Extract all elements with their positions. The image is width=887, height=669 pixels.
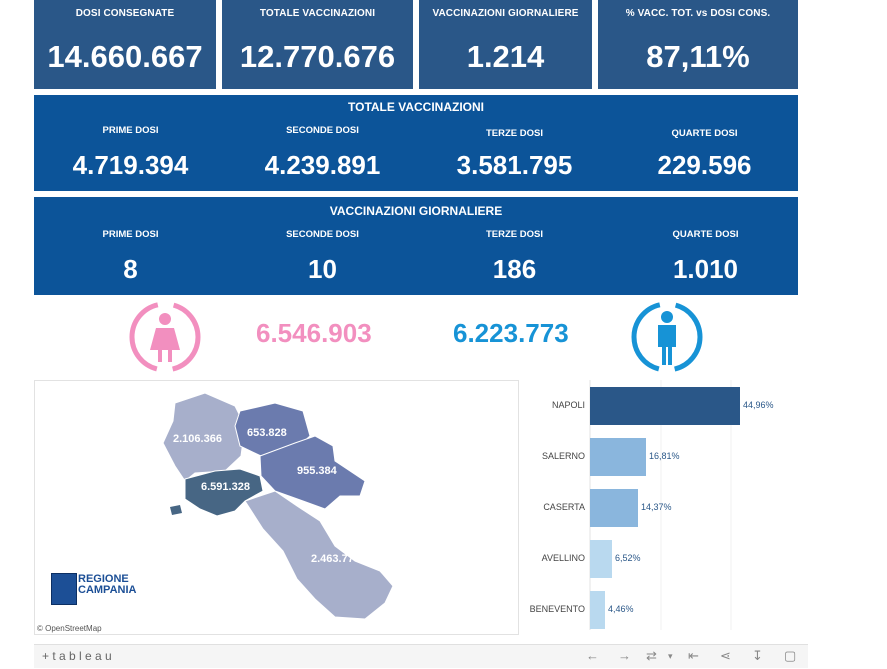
cell-value: 4.239.891 (264, 150, 381, 180)
island-ischia[interactable] (170, 505, 182, 515)
bar-category-label: CASERTA (543, 502, 585, 512)
male-icon (631, 301, 703, 373)
giornaliere-seconde-dosi: SECONDE DOSI 10 (227, 229, 418, 285)
vaccinazioni-giornaliere-panel: VACCINAZIONI GIORNALIERE PRIME DOSI 8 SE… (34, 197, 798, 295)
province-label-caserta: 2.106.366 (173, 433, 222, 445)
bar-value-label: 14,37% (641, 502, 672, 512)
totale-terze-dosi: TERZE DOSI 3.581.795 (419, 128, 610, 181)
bar-salerno[interactable] (590, 438, 646, 476)
bar-value-label: 6,52% (615, 553, 641, 563)
share-icon[interactable]: ⋖ (720, 648, 731, 663)
bar-category-label: NAPOLI (551, 400, 585, 410)
kpi-value: 1.214 (466, 39, 545, 74)
kpi-value: 14.660.667 (47, 39, 203, 74)
kpi-label: % VACC. TOT. vs DOSI CONS. (625, 8, 771, 19)
totale-vaccinazioni-panel: TOTALE VACCINAZIONI PRIME DOSI 4.719.394… (34, 95, 798, 191)
undo-icon[interactable]: ← (586, 648, 599, 663)
kpi-label: DOSI CONSEGNATE (75, 8, 175, 19)
bar-row[interactable]: NAPOLI 44,96% (521, 387, 799, 427)
province-label-napoli: 6.591.328 (201, 481, 250, 493)
tableau-logo[interactable]: + t a b l e a u (42, 649, 112, 663)
giornaliere-quarte-dosi: QUARTE DOSI 1.010 (610, 229, 801, 285)
kpi-dosi-consegnate: DOSI CONSEGNATE 14.660.667 (34, 0, 216, 89)
kpi-totale-vaccinazioni: TOTALE VACCINAZIONI 12.770.676 (222, 0, 413, 89)
kpi-label: VACCINAZIONI GIORNALIERE (432, 8, 579, 19)
fullscreen-icon[interactable]: ▢ (784, 648, 797, 663)
redo-icon[interactable]: → (618, 648, 631, 663)
cell-value: 1.010 (672, 254, 739, 284)
crest-icon (51, 573, 77, 605)
revert-icon[interactable]: ⇄ (646, 648, 657, 663)
province-label-salerno: 2.463.770 (311, 553, 360, 565)
bar-value-label: 4,46% (608, 604, 634, 614)
kpi-value: 87,11% (646, 39, 750, 74)
tableau-toolbar: + t a b l e a u ← → ⇄ ▾ ⇤ ⋖ ↧ ▢ (34, 644, 808, 668)
province-napoli[interactable] (184, 468, 264, 517)
male-total: 6.223.773 (453, 318, 569, 348)
cell-label: QUARTE DOSI (671, 128, 738, 139)
bar-category-label: SALERNO (541, 451, 585, 461)
female-icon (129, 301, 201, 373)
cell-label: TERZE DOSI (485, 128, 543, 139)
totale-prime-dosi: PRIME DOSI 4.719.394 (35, 125, 226, 181)
cell-value: 3.581.795 (456, 150, 573, 180)
cell-label: QUARTE DOSI (672, 229, 739, 240)
bar-row[interactable]: CASERTA 14,37% (521, 489, 799, 529)
campania-map[interactable]: 2.106.366 653.828 955.384 6.591.328 2.46… (34, 380, 519, 635)
province-label-benevento: 653.828 (247, 427, 287, 439)
giornaliere-prime-dosi: PRIME DOSI 8 (35, 229, 226, 285)
logo-line-2: CAMPANIA (78, 584, 137, 596)
bar-napoli[interactable] (590, 387, 740, 425)
download-icon[interactable]: ↧ (752, 648, 763, 663)
reset-icon[interactable]: ⇤ (688, 648, 699, 663)
bar-category-label: BENEVENTO (529, 604, 585, 614)
cell-label: TERZE DOSI (485, 229, 543, 240)
province-avellino[interactable] (259, 435, 366, 510)
cell-value: 229.596 (657, 150, 752, 180)
totale-quarte-dosi: QUARTE DOSI 229.596 (609, 128, 800, 181)
cell-value: 8 (123, 254, 138, 284)
kpi-percent-vaccinazioni: % VACC. TOT. vs DOSI CONS. 87,11% (598, 0, 798, 89)
bar-row[interactable]: AVELLINO 6,52% (521, 540, 799, 580)
cell-label: PRIME DOSI (102, 229, 159, 240)
cell-value: 4.719.394 (72, 150, 189, 180)
kpi-label: TOTALE VACCINAZIONI (259, 8, 376, 19)
bar-row[interactable]: SALERNO 16,81% (521, 438, 799, 478)
bar-value-label: 44,96% (743, 400, 774, 410)
kpi-value: 12.770.676 (239, 39, 396, 74)
bar-caserta[interactable] (590, 489, 638, 527)
province-bar-chart: NAPOLI 44,96% SALERNO 16,81% CASERTA 14,37% AV… (521, 380, 799, 635)
province-salerno[interactable] (244, 490, 394, 620)
kpi-vaccinazioni-giornaliere: VACCINAZIONI GIORNALIERE 1.214 (419, 0, 592, 89)
giornaliere-terze-dosi: TERZE DOSI 186 (419, 229, 610, 285)
panel-title: TOTALE VACCINAZIONI (348, 100, 484, 114)
cell-label: SECONDE DOSI (286, 125, 359, 136)
bar-avellino[interactable] (590, 540, 612, 578)
cell-label: PRIME DOSI (102, 125, 159, 136)
cell-value: 10 (308, 254, 337, 284)
chevron-down-icon[interactable]: ▾ (668, 651, 673, 661)
map-attribution[interactable]: © OpenStreetMap (37, 624, 102, 633)
cell-value: 186 (492, 254, 537, 284)
bar-row[interactable]: BENEVENTO 4,46% (521, 591, 799, 631)
bar-benevento[interactable] (590, 591, 605, 629)
panel-title: VACCINAZIONI GIORNALIERE (329, 204, 503, 218)
province-label-avellino: 955.384 (297, 465, 337, 477)
bar-value-label: 16,81% (649, 451, 680, 461)
bar-category-label: AVELLINO (541, 553, 585, 563)
female-total: 6.546.903 (256, 318, 372, 348)
logo-line-1: REGIONE (78, 573, 129, 585)
totale-seconde-dosi: SECONDE DOSI 4.239.891 (227, 125, 418, 181)
regione-campania-logo: REGIONE CAMPANIA (51, 573, 151, 605)
province-shapes[interactable] (35, 381, 518, 634)
cell-label: SECONDE DOSI (286, 229, 359, 240)
